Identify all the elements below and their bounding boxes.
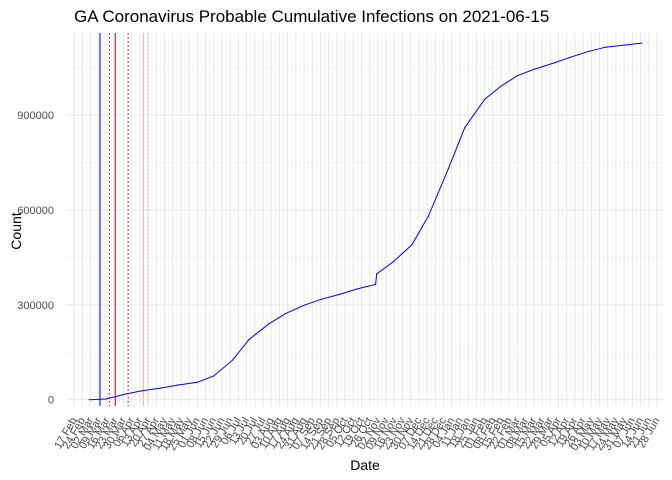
reference-lines [99, 33, 149, 406]
x-axis-label: Date [350, 457, 380, 473]
data-point [500, 85, 502, 87]
data-point [516, 75, 519, 77]
data-point [231, 359, 234, 361]
data-point [553, 62, 555, 64]
chart-title: GA Coronavirus Probable Cumulative Infec… [74, 7, 549, 26]
y-axis-tick-labels: 0 300000 600000 900000 [17, 110, 54, 406]
data-point [604, 46, 606, 48]
data-point [427, 215, 429, 217]
data-point [125, 393, 127, 395]
y-tick-label: 900000 [17, 110, 54, 122]
minor-gridlines [66, 33, 664, 406]
data-point [105, 398, 107, 400]
data-point [304, 304, 306, 306]
data-point [284, 313, 286, 315]
data-point [464, 127, 466, 129]
major-gridlines [66, 33, 664, 406]
y-tick-label: 600000 [17, 205, 54, 217]
data-point [176, 384, 178, 386]
data-point [569, 56, 571, 58]
data-point [356, 288, 358, 290]
data-point [376, 273, 378, 275]
data-point [392, 261, 394, 263]
y-tick-label: 0 [48, 395, 54, 407]
data-point [484, 98, 486, 100]
data-point [196, 381, 198, 383]
y-tick-label: 300000 [17, 300, 54, 312]
data-point [88, 399, 91, 401]
data-point [141, 390, 143, 392]
data-point [160, 387, 162, 389]
data-point [321, 298, 323, 300]
data-point [624, 44, 626, 46]
data-point [268, 323, 270, 325]
data-point [533, 68, 535, 70]
data-point [339, 293, 341, 295]
data-point [248, 339, 250, 341]
y-axis-label: Count [8, 212, 24, 249]
data-point [447, 168, 449, 170]
data-point [374, 283, 377, 285]
data-point [588, 50, 590, 52]
data-point [213, 375, 215, 377]
data-point [641, 42, 643, 44]
series-layer [88, 42, 643, 401]
data-point [411, 244, 413, 246]
